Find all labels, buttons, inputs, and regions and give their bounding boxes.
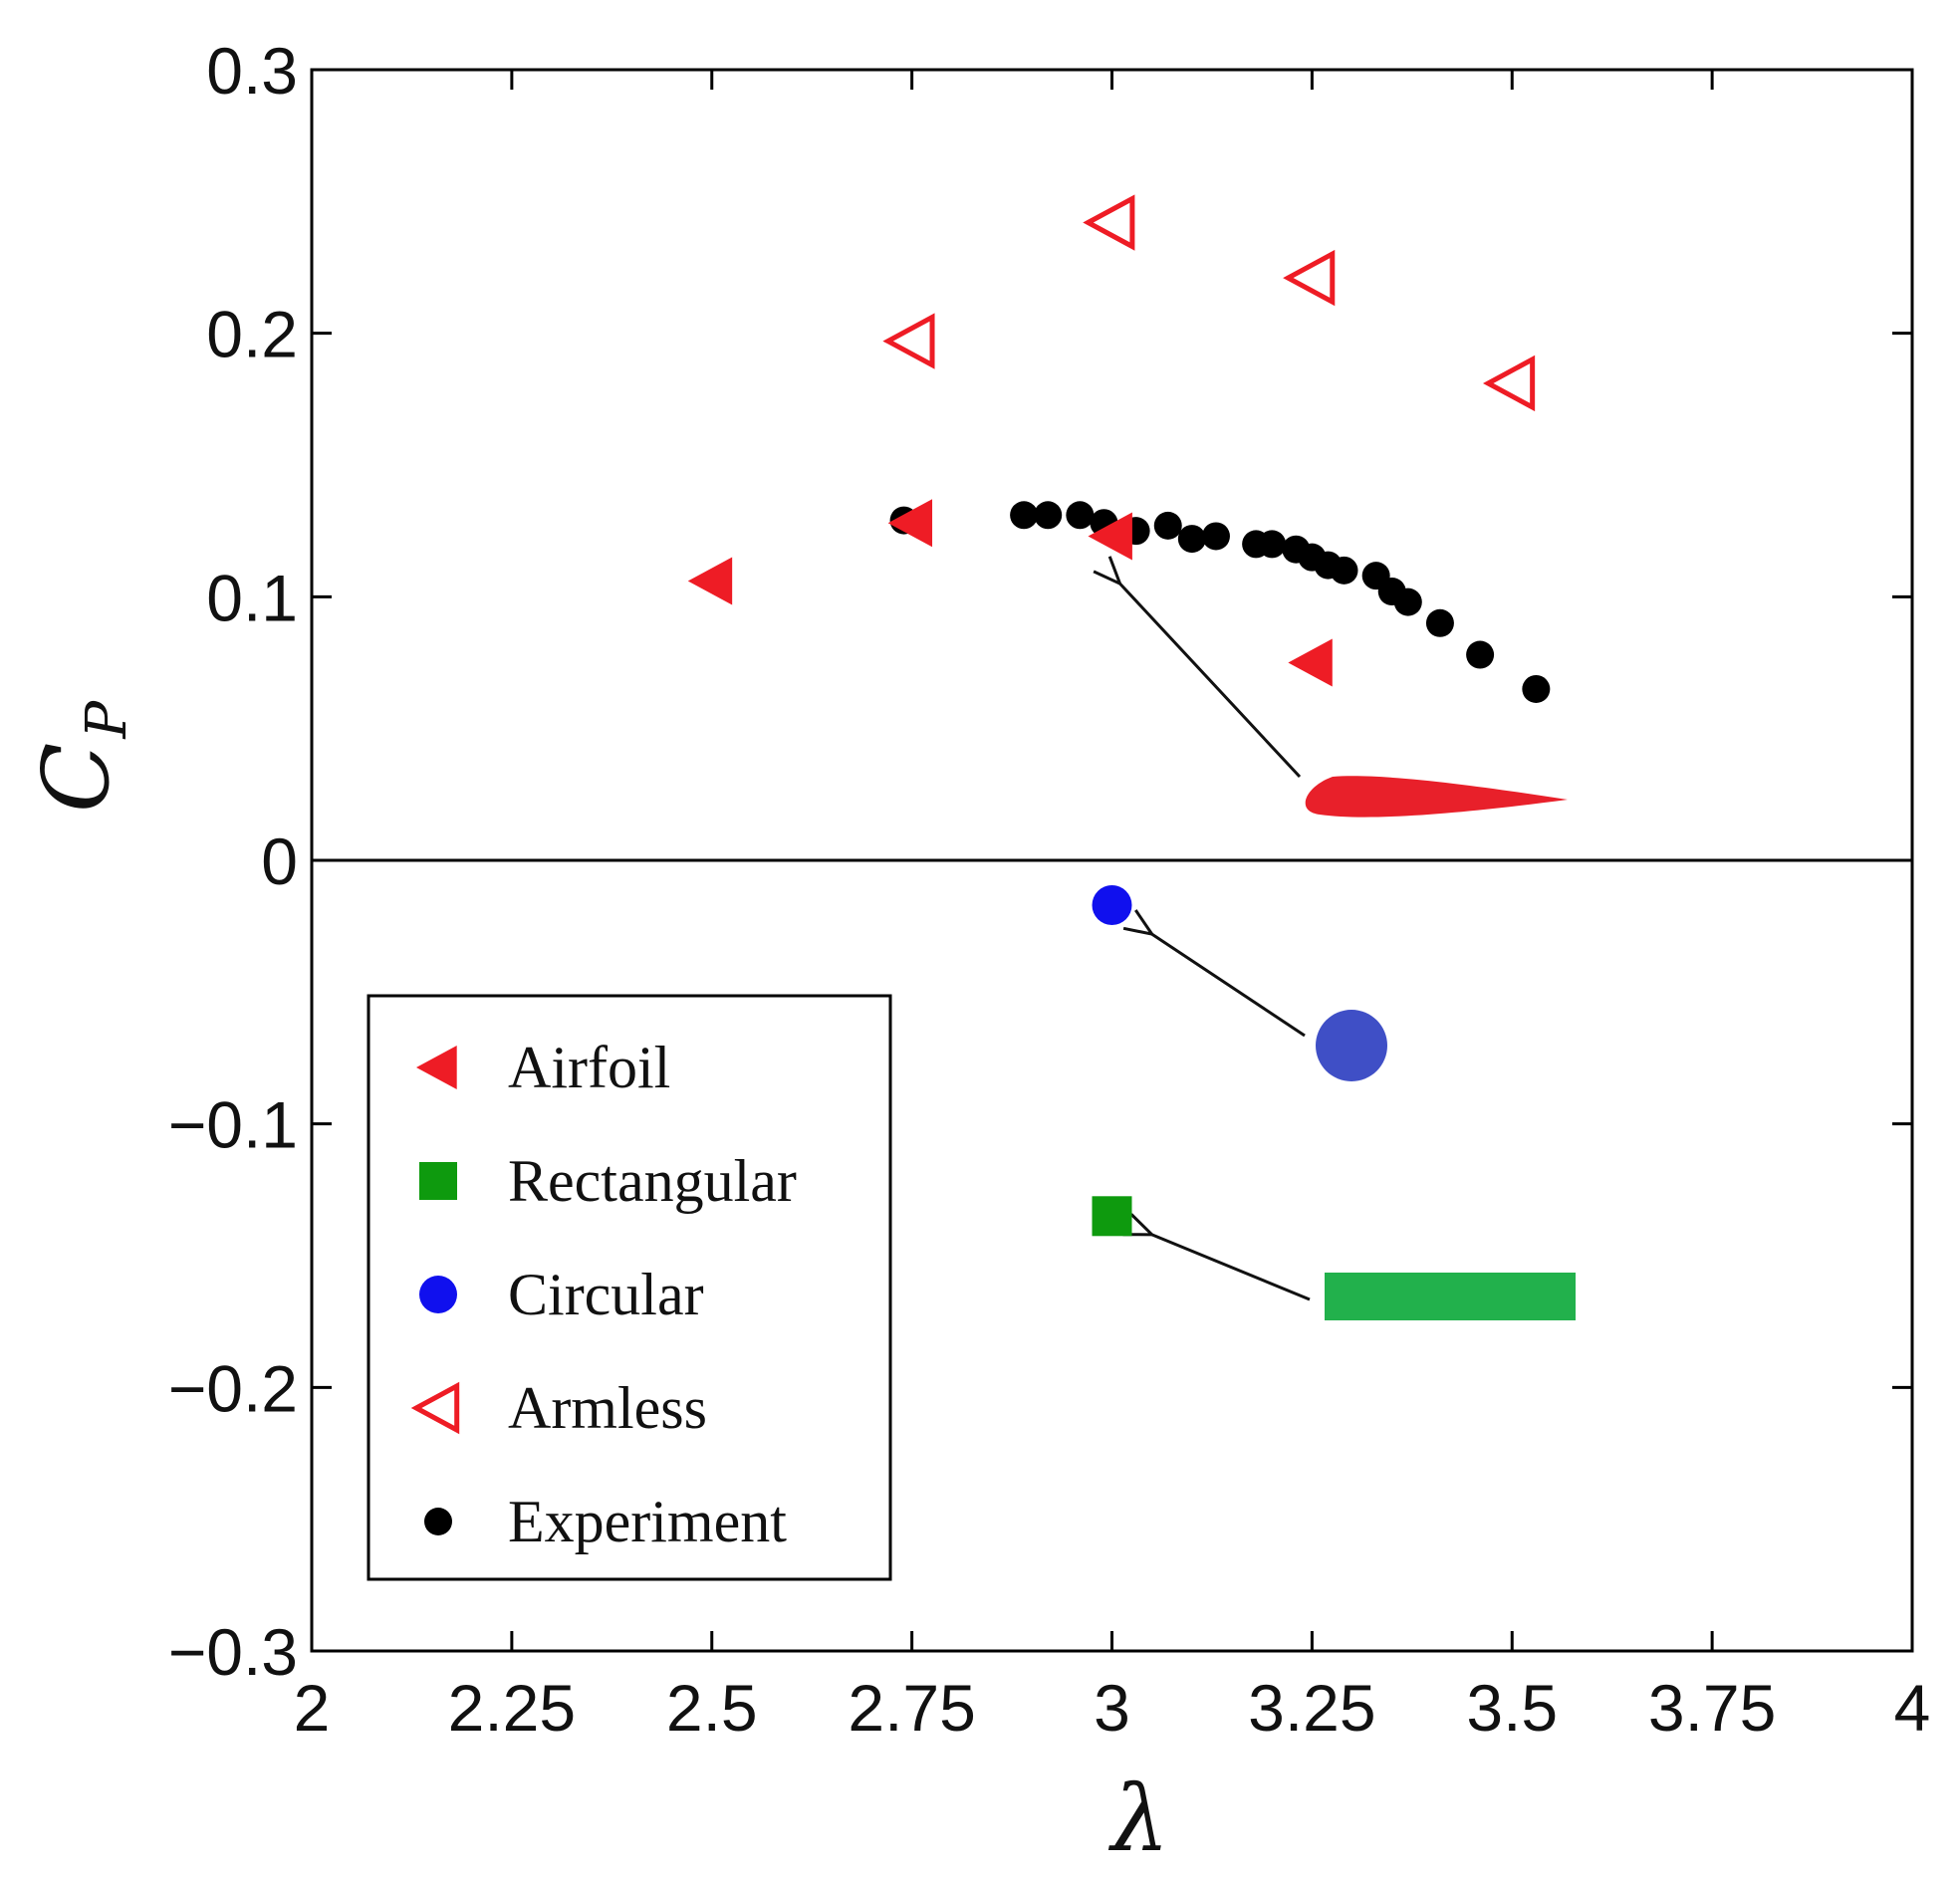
legend-label-experiment: Experiment <box>508 1489 787 1554</box>
y-axis-title: CP <box>23 700 139 813</box>
svg-text:CP: CP <box>23 700 139 813</box>
experiment-point <box>1330 556 1358 585</box>
x-tick-label: 2 <box>294 1671 331 1745</box>
airfoil-point <box>687 557 733 605</box>
y-tick-label: −0.3 <box>168 1615 298 1689</box>
x-tick-label: 3.25 <box>1248 1671 1375 1745</box>
rectangular-point <box>1092 1196 1132 1237</box>
circle-profile-shape <box>1316 1010 1387 1081</box>
x-tick-label: 2.5 <box>666 1671 758 1745</box>
y-axis-title-main: C <box>23 743 129 813</box>
legend-marker-airfoil <box>416 1046 457 1089</box>
rectangle-profile-arrow <box>1152 1235 1311 1301</box>
experiment-point <box>1177 525 1206 554</box>
y-axis-title-subscript: P <box>75 700 139 740</box>
airfoil-point <box>887 499 933 548</box>
airfoil-profile-arrow <box>1120 584 1302 779</box>
y-tick-label: 0.1 <box>206 561 298 634</box>
experiment-point <box>1153 511 1182 540</box>
y-tick-labels: 0.3 0.2 0.1 0 −0.1 −0.2 −0.3 <box>168 34 298 1689</box>
data-points <box>687 194 1551 1237</box>
airfoil-profile-shape <box>1305 776 1568 818</box>
legend-marker-circular <box>419 1276 457 1313</box>
shape-annotations <box>1120 584 1576 1320</box>
legend-label-rectangular: Rectangular <box>508 1148 797 1214</box>
legend-label-airfoil: Airfoil <box>508 1035 670 1100</box>
legend-marker-armless <box>410 1381 460 1435</box>
experiment-point <box>1466 640 1495 669</box>
experiment-point <box>1034 501 1063 530</box>
experiment-point <box>1425 608 1454 637</box>
circle-profile-arrow <box>1152 934 1306 1038</box>
legend: Airfoil Rectangular Circular Armless Experim… <box>367 994 892 1581</box>
y-tick-label: −0.1 <box>168 1088 298 1162</box>
x-tick-label: 3 <box>1094 1671 1130 1745</box>
x-tick-label: 4 <box>1894 1671 1931 1745</box>
x-tick-label: 2.25 <box>448 1671 576 1745</box>
experiment-point <box>1010 501 1039 530</box>
y-tick-label: 0.3 <box>206 34 298 108</box>
legend-label-circular: Circular <box>508 1262 704 1327</box>
armless-point <box>1283 249 1336 307</box>
x-tick-label: 3.5 <box>1466 1671 1558 1745</box>
y-tick-label: 0.2 <box>206 298 298 371</box>
x-tick-labels: 2 2.25 2.5 2.75 3 3.25 3.5 3.75 4 <box>294 1671 1931 1745</box>
armless-point <box>1482 354 1536 412</box>
experiment-point <box>1066 501 1095 530</box>
y-tick-label: −0.2 <box>168 1351 298 1425</box>
experiment-point <box>1522 674 1551 703</box>
legend-label-armless: Armless <box>508 1375 707 1441</box>
rectangle-profile-shape <box>1325 1273 1576 1320</box>
armless-point <box>882 313 935 369</box>
plot-frame <box>310 68 1914 1653</box>
y-tick-label: 0 <box>261 824 298 898</box>
legend-marker-rectangular <box>419 1162 457 1200</box>
armless-point <box>1083 194 1135 251</box>
experiment-point <box>1258 530 1287 559</box>
x-tick-label: 2.75 <box>848 1671 975 1745</box>
x-tick-label: 3.75 <box>1648 1671 1776 1745</box>
experiment-point <box>1393 588 1422 616</box>
airfoil-point <box>1088 512 1132 561</box>
x-axis-title: λ <box>1107 1765 1169 1872</box>
airfoil-point <box>1288 638 1333 687</box>
experiment-point <box>1201 522 1230 551</box>
circular-point <box>1092 884 1132 925</box>
legend-marker-experiment <box>424 1508 452 1535</box>
